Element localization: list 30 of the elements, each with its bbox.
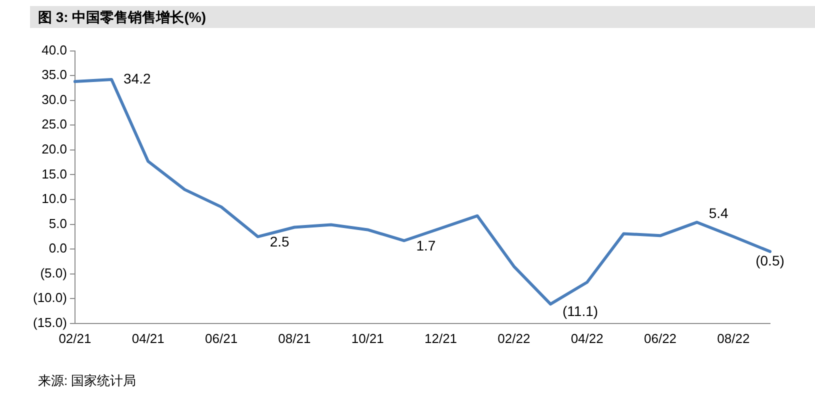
x-tick-label: 02/21 [58, 330, 92, 346]
source-note: 来源: 国家统计局 [38, 372, 136, 390]
x-tick-label: 06/21 [205, 330, 238, 346]
y-tick-label: (5.0) [40, 265, 67, 280]
x-tick-label: 04/21 [132, 330, 164, 346]
y-tick-label: 10.0 [42, 191, 67, 206]
data-label: (11.1) [562, 302, 598, 319]
x-tick-label: 06/22 [644, 330, 677, 346]
y-tick-label: 40.0 [42, 42, 67, 58]
y-tick-label: 5.0 [48, 216, 67, 231]
data-label: (0.5) [756, 252, 784, 268]
data-label: 5.4 [708, 205, 729, 222]
y-tick-label: 25.0 [42, 116, 67, 132]
data-label: 34.2 [124, 70, 152, 86]
x-tick-label: 10/21 [351, 330, 384, 346]
y-tick-label: 0.0 [48, 240, 67, 256]
x-tick-label: 04/22 [570, 330, 604, 346]
y-tick-label: (15.0) [32, 314, 67, 330]
data-label: 2.5 [270, 234, 290, 250]
y-tick-label: (10.0) [32, 290, 67, 306]
y-tick-label: 35.0 [42, 67, 67, 82]
x-tick-label: 12/21 [424, 330, 458, 346]
y-tick-label: 20.0 [42, 142, 67, 157]
x-tick-label: 08/22 [717, 330, 750, 346]
x-tick-label: 02/22 [498, 330, 530, 346]
x-tick-label: 08/21 [278, 330, 311, 346]
data-label: 1.7 [416, 237, 436, 254]
y-tick-label: 30.0 [42, 92, 67, 107]
y-tick-label: 15.0 [42, 166, 67, 182]
chart-title: 图 3: 中国零售销售增长(%) [30, 6, 815, 28]
